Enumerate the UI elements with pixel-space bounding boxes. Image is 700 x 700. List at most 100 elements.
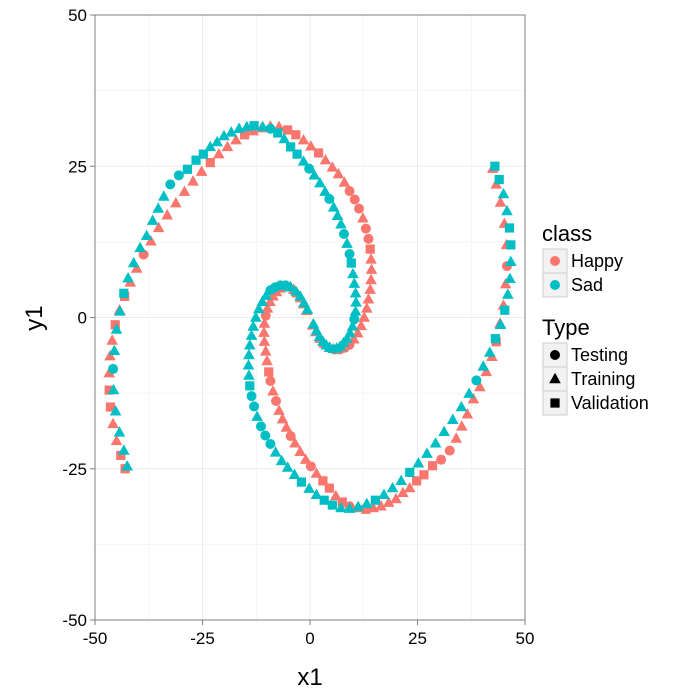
data-point-sad <box>341 237 353 248</box>
data-point-happy <box>178 185 191 196</box>
data-point-happy <box>349 194 360 205</box>
data-point-happy <box>106 334 118 345</box>
legend-class-title: class <box>542 221 592 246</box>
data-point-sad <box>108 363 119 374</box>
data-point-sad <box>360 497 373 509</box>
data-point-sad <box>347 267 359 279</box>
data-point-happy <box>116 450 126 461</box>
data-point-sad <box>405 467 415 477</box>
data-point-sad <box>331 209 344 221</box>
data-point-happy <box>261 302 274 313</box>
data-point-sad <box>265 123 276 134</box>
data-point-happy <box>213 147 225 159</box>
data-point-sad <box>352 500 364 512</box>
data-point-sad <box>152 202 165 213</box>
data-point-sad <box>255 421 266 432</box>
data-point-sad <box>211 135 223 147</box>
data-point-sad <box>319 495 329 505</box>
data-point-happy <box>499 278 512 289</box>
data-point-happy <box>365 273 377 285</box>
x-tick-label: -25 <box>190 629 215 648</box>
data-point-sad <box>349 287 362 298</box>
data-point-sad <box>297 155 310 166</box>
data-point-sad <box>109 405 122 416</box>
data-point-sad <box>292 149 302 159</box>
legend-shape-testing <box>550 350 560 360</box>
data-point-sad <box>505 255 517 267</box>
data-point-sad <box>412 457 425 468</box>
data-point-sad <box>140 229 153 241</box>
data-point-happy <box>110 320 120 330</box>
data-point-sad <box>349 314 360 325</box>
data-point-happy <box>474 380 486 392</box>
data-point-sad <box>243 348 255 360</box>
data-point-sad <box>122 271 134 283</box>
data-point-sad <box>327 500 337 510</box>
data-point-happy <box>338 176 351 187</box>
data-point-happy <box>130 262 143 273</box>
data-point-sad <box>260 430 271 441</box>
data-point-sad <box>446 413 459 424</box>
legend-label-happy: Happy <box>571 251 623 271</box>
data-point-sad <box>233 122 245 133</box>
data-point-happy <box>444 445 455 456</box>
data-point-happy <box>344 186 355 197</box>
data-point-sad <box>298 296 310 308</box>
data-point-happy <box>351 327 364 338</box>
data-point-happy <box>170 196 182 208</box>
data-point-happy <box>360 302 373 313</box>
data-point-sad <box>249 121 259 131</box>
legend-key <box>542 342 568 368</box>
data-point-happy <box>305 140 317 151</box>
data-point-sad <box>343 502 356 513</box>
data-point-happy <box>455 420 468 431</box>
data-point-happy <box>365 253 377 264</box>
data-point-happy <box>105 402 116 412</box>
legend-shape-training <box>549 372 561 384</box>
data-point-happy <box>427 461 438 471</box>
data-point-sad <box>490 161 500 171</box>
data-point-sad <box>348 277 361 288</box>
data-point-happy <box>310 467 323 478</box>
data-point-happy <box>354 203 365 214</box>
data-point-sad <box>429 437 442 448</box>
data-point-happy <box>494 196 507 207</box>
data-point-sad <box>119 288 129 298</box>
data-point-sad <box>275 454 288 466</box>
data-point-sad <box>324 193 335 204</box>
data-point-sad <box>335 218 347 229</box>
data-point-happy <box>161 209 174 220</box>
legend-swatch-happy <box>550 256 560 266</box>
data-point-sad <box>506 240 516 250</box>
data-point-sad <box>455 400 468 412</box>
data-point-sad <box>242 359 255 370</box>
data-point-happy <box>299 453 312 464</box>
data-point-sad <box>335 501 347 513</box>
y-tick-label: -25 <box>62 460 87 479</box>
data-point-happy <box>285 431 296 442</box>
data-point-happy <box>365 244 375 254</box>
legend-swatch-sad <box>550 280 560 290</box>
legend-class: class Happy Sad <box>542 221 623 298</box>
legend-label-validation: Validation <box>571 393 649 413</box>
data-point-happy <box>382 496 395 507</box>
data-point-happy <box>461 408 474 419</box>
data-point-happy <box>107 417 119 429</box>
data-point-sad <box>218 129 230 141</box>
legend-label-sad: Sad <box>571 275 603 295</box>
data-point-sad <box>341 332 353 343</box>
data-point-happy <box>258 317 271 328</box>
data-point-happy <box>240 130 250 140</box>
data-point-happy <box>361 504 371 514</box>
y-axis-ticks: -50 -25 0 25 50 <box>62 6 95 630</box>
data-point-sad <box>346 320 359 331</box>
data-point-sad <box>225 126 238 137</box>
data-point-happy <box>375 500 387 511</box>
data-point-sad <box>114 305 126 316</box>
data-point-sad <box>502 288 514 299</box>
data-point-sad <box>165 179 176 190</box>
data-point-sad <box>483 346 496 357</box>
data-point-happy <box>397 486 409 498</box>
data-point-happy <box>265 376 276 387</box>
data-point-sad <box>395 474 407 486</box>
